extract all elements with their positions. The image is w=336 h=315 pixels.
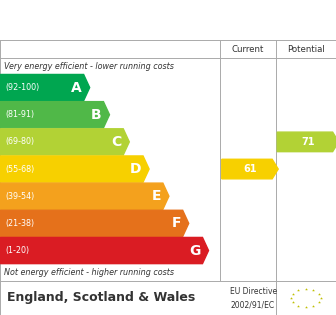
- Text: Potential: Potential: [287, 44, 325, 54]
- Polygon shape: [0, 129, 129, 155]
- Text: Not energy efficient - higher running costs: Not energy efficient - higher running co…: [4, 268, 174, 277]
- Text: Energy Efficiency Rating: Energy Efficiency Rating: [7, 13, 228, 27]
- Text: Very energy efficient - lower running costs: Very energy efficient - lower running co…: [4, 62, 174, 71]
- Polygon shape: [0, 238, 209, 264]
- Text: E: E: [152, 189, 161, 203]
- Text: F: F: [171, 216, 181, 230]
- Polygon shape: [0, 210, 189, 237]
- Text: G: G: [190, 243, 201, 258]
- Text: D: D: [130, 162, 141, 176]
- Text: (21-38): (21-38): [5, 219, 34, 228]
- Text: (55-68): (55-68): [5, 164, 34, 174]
- Text: England, Scotland & Wales: England, Scotland & Wales: [7, 291, 195, 305]
- Text: 71: 71: [301, 137, 315, 147]
- Polygon shape: [277, 132, 336, 152]
- Text: A: A: [71, 81, 82, 94]
- Text: (69-80): (69-80): [5, 137, 34, 146]
- Text: EU Directive: EU Directive: [230, 287, 277, 296]
- Text: B: B: [91, 108, 102, 122]
- Text: (39-54): (39-54): [5, 192, 34, 201]
- Text: 2002/91/EC: 2002/91/EC: [230, 300, 274, 309]
- Text: 61: 61: [243, 164, 257, 174]
- Text: Current: Current: [232, 44, 264, 54]
- Polygon shape: [0, 74, 90, 101]
- Text: (1-20): (1-20): [5, 246, 29, 255]
- Polygon shape: [0, 183, 169, 209]
- Text: (92-100): (92-100): [5, 83, 39, 92]
- Text: (81-91): (81-91): [5, 110, 34, 119]
- Polygon shape: [0, 156, 149, 182]
- Polygon shape: [0, 102, 110, 128]
- Text: C: C: [111, 135, 122, 149]
- Polygon shape: [222, 159, 278, 179]
